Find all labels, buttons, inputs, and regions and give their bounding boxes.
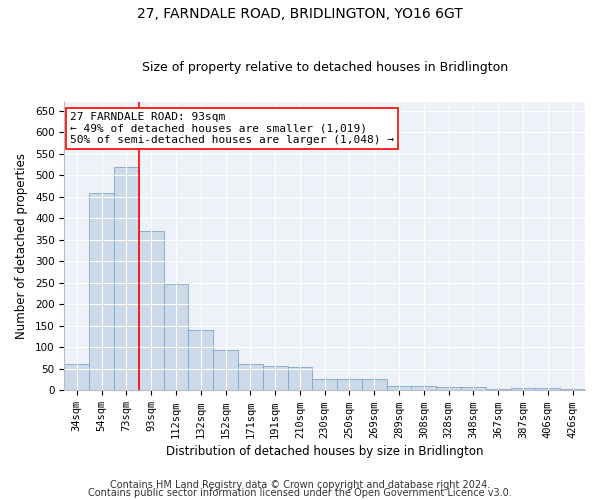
- Text: Contains public sector information licensed under the Open Government Licence v3: Contains public sector information licen…: [88, 488, 512, 498]
- Bar: [461, 387, 486, 390]
- Y-axis label: Number of detached properties: Number of detached properties: [15, 153, 28, 339]
- Bar: [213, 350, 238, 391]
- Bar: [362, 379, 386, 390]
- Bar: [412, 386, 436, 390]
- Bar: [139, 231, 164, 390]
- Bar: [164, 284, 188, 391]
- Bar: [535, 388, 560, 390]
- Text: 27, FARNDALE ROAD, BRIDLINGTON, YO16 6GT: 27, FARNDALE ROAD, BRIDLINGTON, YO16 6GT: [137, 8, 463, 22]
- Title: Size of property relative to detached houses in Bridlington: Size of property relative to detached ho…: [142, 62, 508, 74]
- Bar: [64, 364, 89, 390]
- Bar: [511, 388, 535, 390]
- X-axis label: Distribution of detached houses by size in Bridlington: Distribution of detached houses by size …: [166, 444, 484, 458]
- Bar: [89, 194, 114, 390]
- Bar: [386, 386, 412, 390]
- Text: 27 FARNDALE ROAD: 93sqm
← 49% of detached houses are smaller (1,019)
50% of semi: 27 FARNDALE ROAD: 93sqm ← 49% of detache…: [70, 112, 394, 146]
- Bar: [486, 388, 511, 390]
- Bar: [560, 388, 585, 390]
- Bar: [238, 364, 263, 390]
- Bar: [313, 379, 337, 390]
- Bar: [287, 366, 313, 390]
- Text: Contains HM Land Registry data © Crown copyright and database right 2024.: Contains HM Land Registry data © Crown c…: [110, 480, 490, 490]
- Bar: [337, 379, 362, 390]
- Bar: [114, 166, 139, 390]
- Bar: [263, 366, 287, 390]
- Bar: [436, 388, 461, 390]
- Bar: [188, 330, 213, 390]
